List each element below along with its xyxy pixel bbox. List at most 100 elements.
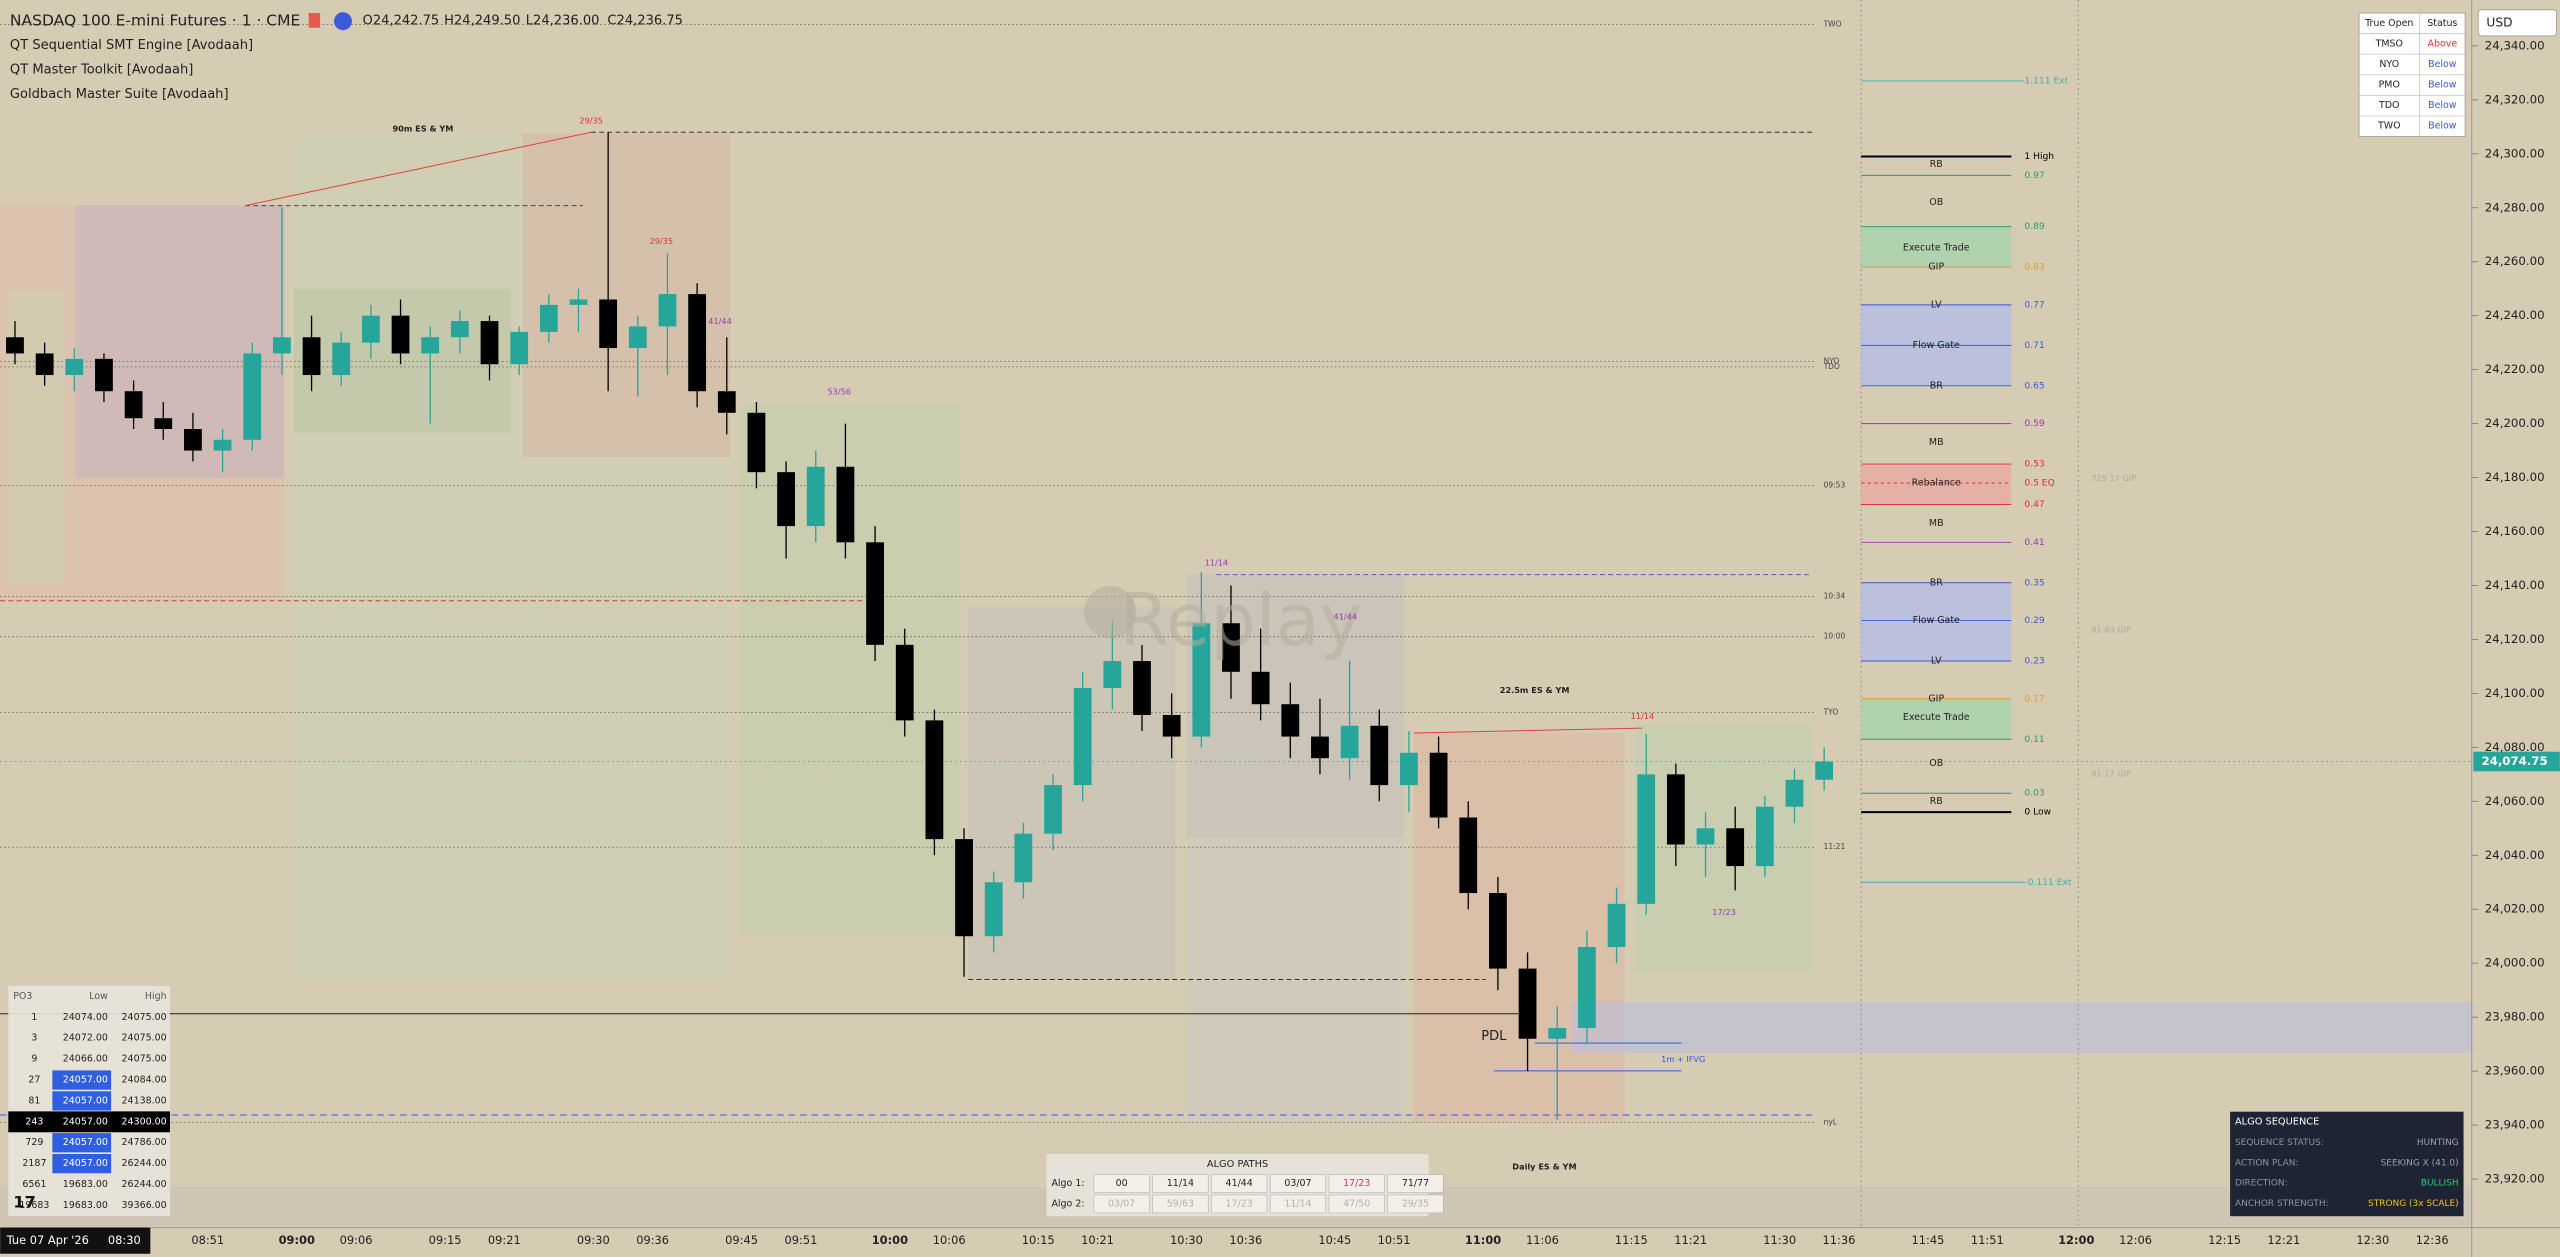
sequence-value: STRONG (3x SCALE) xyxy=(2368,1199,2459,1209)
level-label: 0.83 xyxy=(2024,263,2045,273)
annotation: 11/14 xyxy=(1205,558,1229,568)
po3-cell: 2187 xyxy=(22,1158,46,1169)
currency[interactable]: USD xyxy=(2486,15,2512,29)
level-label: 0.11 xyxy=(2024,735,2044,745)
level-label: 0.71 xyxy=(2024,341,2044,351)
level-label: 0.97 xyxy=(2024,171,2045,181)
zone-shade xyxy=(293,133,730,980)
zone-box xyxy=(1861,698,2012,740)
candle-body xyxy=(1815,761,1834,780)
zone-label: GIP xyxy=(1928,262,1944,273)
y-tick-label: 24,160.00 xyxy=(2485,524,2545,538)
sequence-key: DIRECTION: xyxy=(2235,1179,2288,1189)
x-tick-label: 11:45 xyxy=(1912,1233,1945,1247)
zone-box xyxy=(1861,582,2012,662)
y-tick-label: 24,300.00 xyxy=(2485,146,2545,160)
status-cell: TWO xyxy=(2377,121,2401,132)
po3-cell: 24138.00 xyxy=(122,1095,167,1106)
level-label: 0.35 xyxy=(2024,578,2045,588)
candle-body xyxy=(569,299,588,305)
annotation: 17/23 xyxy=(1712,907,1736,917)
candle-body xyxy=(866,542,884,645)
candle-body xyxy=(658,294,677,327)
annotation: 41/44 xyxy=(1334,612,1358,622)
reference-label: TWO xyxy=(1823,19,1842,28)
annotation: 22.5m ES & YM xyxy=(1500,685,1570,695)
po3-cell: 24075.00 xyxy=(122,1033,167,1044)
x-tick-label: 12:00 xyxy=(2058,1233,2094,1247)
status-cell: TDO xyxy=(2378,100,2400,111)
annotation: 53/56 xyxy=(827,386,851,396)
currency-box[interactable] xyxy=(2477,9,2557,37)
algo-cell-box xyxy=(1269,1194,1326,1214)
reference-label: 10:34 xyxy=(1824,591,1846,600)
reference-label: 09:53 xyxy=(1824,481,1846,490)
candle-body xyxy=(1162,714,1181,737)
level-label: 0.77 xyxy=(2024,300,2045,310)
x-tick-label: 11:15 xyxy=(1615,1233,1648,1247)
status-header: True Open xyxy=(2364,18,2413,29)
status-cell: Below xyxy=(2428,80,2457,91)
algo-cell-box xyxy=(1387,1194,1444,1214)
zone-label: Execute Trade xyxy=(1903,243,1970,254)
candle-body xyxy=(65,358,84,376)
candle-body xyxy=(1370,725,1389,786)
po3-cell: 24057.00 xyxy=(63,1116,108,1127)
x-tick-label: 10:15 xyxy=(1022,1233,1055,1247)
po3-cell: 24057.00 xyxy=(63,1095,108,1106)
status-cell: TMSO xyxy=(2375,38,2403,49)
x-tick-label: 10:21 xyxy=(1081,1233,1114,1247)
candle-body xyxy=(1696,828,1715,845)
algo-cell-box xyxy=(1152,1174,1209,1193)
po3-cell: 24075.00 xyxy=(122,1054,167,1065)
candle-body xyxy=(361,315,380,343)
po3-cell: 26244.00 xyxy=(122,1179,167,1190)
zone-label: GIP xyxy=(1928,693,1944,704)
po3-cell: 6561 xyxy=(22,1179,46,1190)
candle-body xyxy=(1222,623,1240,672)
zone-shade xyxy=(8,290,66,585)
candle-body xyxy=(688,294,707,392)
drawing-line xyxy=(1413,727,1643,734)
x-tick-label: 12:21 xyxy=(2267,1233,2300,1247)
watermark-logo xyxy=(1084,586,1137,639)
po3-highlight xyxy=(52,1091,112,1111)
candle-body xyxy=(1044,785,1062,834)
zone-label: LV xyxy=(1931,656,1942,667)
ohlc-value: C24,236.75 xyxy=(607,14,683,29)
x-tick-label: 10:00 xyxy=(872,1233,908,1247)
y-tick-label: 23,960.00 xyxy=(2485,1064,2545,1078)
candle-body xyxy=(717,391,736,413)
x-tick-label: 11:51 xyxy=(1971,1233,2004,1247)
po3-cell: 729 xyxy=(25,1137,43,1148)
annotation: 29/35 xyxy=(650,236,674,246)
reference-label: TYO xyxy=(1823,707,1839,716)
status-cell: Below xyxy=(2428,59,2457,70)
po3-cell: 3 xyxy=(31,1033,37,1044)
po3-cell: 27 xyxy=(28,1075,40,1086)
level-label: 0.59 xyxy=(2024,419,2045,429)
y-tick-label: 24,280.00 xyxy=(2485,200,2545,214)
po3-highlight xyxy=(52,1153,112,1174)
algo-cell: 41/44 xyxy=(1226,1178,1253,1189)
annotation: 81 17 GIP xyxy=(2091,768,2131,778)
algo-cell-box xyxy=(1093,1174,1150,1193)
replay-icon xyxy=(333,12,352,31)
po3-cell: 19683.00 xyxy=(63,1200,108,1211)
zone-box xyxy=(1861,464,2012,505)
y-tick-label: 24,260.00 xyxy=(2485,254,2545,268)
algo-cell: 17/23 xyxy=(1343,1178,1370,1189)
level-label: 0.5 EQ xyxy=(2024,478,2054,488)
annotation: 81 83 GIP xyxy=(2091,625,2131,635)
sequence-key: SEQUENCE STATUS: xyxy=(2235,1138,2324,1148)
zone-label: OB xyxy=(1929,758,1943,769)
po3-cell: 9 xyxy=(31,1054,37,1065)
zone-label: MB xyxy=(1929,518,1944,529)
candle-body xyxy=(836,466,855,543)
candle-body xyxy=(243,353,262,440)
candle-body xyxy=(1103,661,1122,689)
status-cell: Above xyxy=(2427,38,2457,49)
x-tick-label: 09:51 xyxy=(784,1233,817,1247)
po3-cell: 24084.00 xyxy=(122,1075,167,1086)
